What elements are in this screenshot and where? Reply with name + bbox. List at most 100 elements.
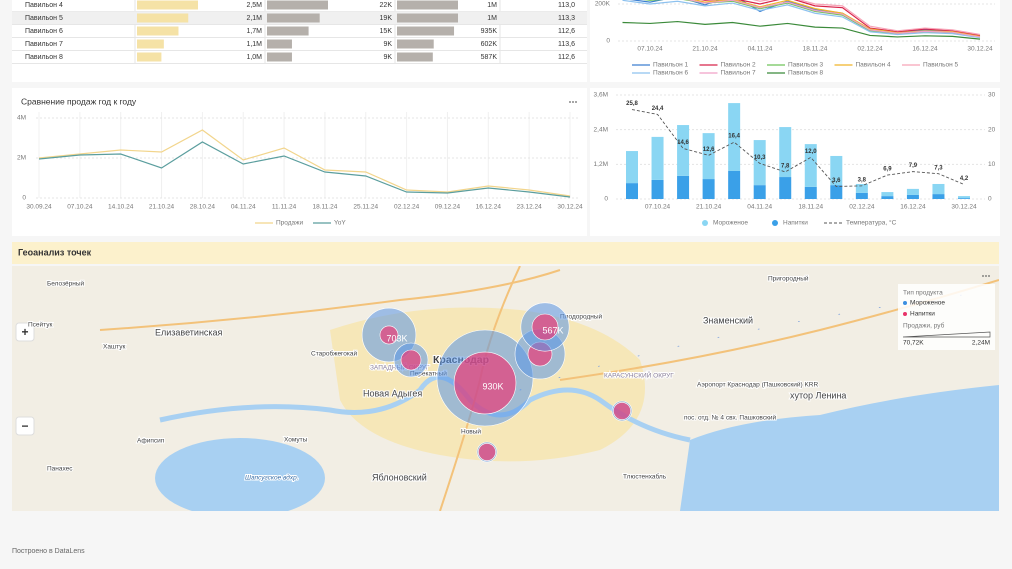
x-tick-label: 16.12.24 <box>476 204 502 211</box>
menu-icon[interactable] <box>569 101 577 103</box>
bar <box>651 179 664 199</box>
zoom-in[interactable] <box>15 322 35 342</box>
cell-name: Павильон 6 <box>25 28 63 35</box>
cell-bar <box>267 26 309 36</box>
legend-swatch <box>903 301 907 305</box>
legend-label: Павильон 8 <box>788 70 824 77</box>
series-line <box>622 0 981 39</box>
y-tick-label: 20 <box>988 126 996 133</box>
x-tick-label: 25.11.24 <box>353 204 378 211</box>
cell-bar <box>137 13 189 23</box>
y-tick-label: 0 <box>22 195 26 202</box>
x-tick-label: 16.12.24 <box>912 46 938 53</box>
zoom-out[interactable] <box>15 416 35 436</box>
x-tick-label: 18.11.24 <box>803 46 828 53</box>
bar <box>855 183 868 193</box>
x-tick-label: 14.10.24 <box>108 204 134 211</box>
series-line <box>700 0 981 37</box>
y-tick-label: 2,4M <box>594 126 608 133</box>
data-label: 14,6 <box>677 140 689 146</box>
menu-icon[interactable] <box>982 275 990 277</box>
place-label: Аэропорт Краснодар (Пашковский) KRR <box>697 381 819 389</box>
y-tick-label: 200K <box>595 1 611 8</box>
place-label: хутор Ленина <box>790 390 846 400</box>
cell-name: Павильон 8 <box>25 54 63 61</box>
data-label: 12,0 <box>805 149 817 155</box>
bubble <box>400 349 422 371</box>
bar <box>626 183 638 199</box>
legend-label: Павильон 5 <box>923 62 959 69</box>
data-label: 10,3 <box>754 155 766 161</box>
x-tick-label: 21.10.24 <box>692 46 718 53</box>
place-label: Шапсугское вдхр. <box>245 474 299 482</box>
place-label: Панахес <box>47 466 73 473</box>
bar <box>677 125 690 176</box>
place-label: Хомуты <box>284 437 308 444</box>
bar <box>881 192 894 197</box>
cell-bar <box>137 0 198 10</box>
cell-bar <box>267 52 292 62</box>
bar <box>906 188 919 195</box>
legend-swatch <box>772 220 778 226</box>
legend-label: Павильон 2 <box>721 62 757 69</box>
plot <box>622 0 981 40</box>
legend-label: Павильон 4 <box>856 62 892 69</box>
bar <box>728 170 741 199</box>
bar <box>881 196 894 199</box>
y-tick-label: 2M <box>17 155 26 162</box>
cell-value: 1M <box>487 15 497 22</box>
cell-bar <box>397 39 434 49</box>
x-tick-label: 02.12.24 <box>849 204 875 211</box>
place-label: Афипсип <box>137 438 165 445</box>
bar <box>728 103 741 171</box>
x-tick-label: 21.10.24 <box>696 204 722 211</box>
legend-label: Температура, °С <box>846 219 897 227</box>
legend-label: Мороженое <box>910 300 945 307</box>
cell-name: Павильон 7 <box>25 41 63 48</box>
bar <box>932 194 945 199</box>
cell-value: 1,0М <box>246 54 262 61</box>
map-legend <box>898 284 995 350</box>
cell-name: Павильон 4 <box>25 2 63 9</box>
legend-label: Напитки <box>910 311 935 318</box>
cell-bar <box>397 52 433 62</box>
place-label: Белозёрный <box>47 280 85 288</box>
bar <box>753 185 766 199</box>
x-tick-label: 18.11.24 <box>313 204 338 211</box>
x-tick-label: 30.12.24 <box>951 204 977 211</box>
legend-label: Продажи <box>276 220 304 227</box>
size-scale <box>902 331 991 338</box>
bar <box>702 133 715 180</box>
x-tick-label: 11.11.24 <box>272 204 297 211</box>
lake <box>155 438 325 511</box>
cell-value: 602K <box>481 41 498 48</box>
x-tick-label: 04.11.24 <box>231 204 256 211</box>
legend-max: 2,24M <box>972 340 990 347</box>
y-tick-label: 10 <box>988 161 996 168</box>
x-tick-label: 07.10.24 <box>637 46 663 53</box>
legend-label: Павильон 1 <box>653 62 689 69</box>
bar <box>626 151 638 184</box>
bubble <box>478 443 496 461</box>
series-line <box>38 141 571 198</box>
x-tick-label: 30.12.24 <box>557 204 583 211</box>
x-tick-label: 16.12.24 <box>900 204 926 211</box>
map[interactable]: Белозёрный Псейтук Елизаветинская Хаштук Ста… <box>12 266 999 518</box>
cell-value: 22K <box>380 2 393 9</box>
cell-value: 1,1М <box>246 41 262 48</box>
bar <box>753 140 766 186</box>
series-line <box>629 0 981 37</box>
bar <box>651 136 664 180</box>
series-line <box>752 0 981 36</box>
bar <box>958 196 970 199</box>
control-label: + <box>21 325 28 339</box>
legend-label: Павильон 6 <box>653 70 689 77</box>
cell-bar <box>397 13 458 23</box>
y-tick-label: 1,2M <box>594 161 608 168</box>
footer: Построено в DataLens <box>12 548 85 555</box>
bubble-label: 703K <box>386 333 407 343</box>
y-tick-label: 0 <box>988 196 992 203</box>
cell-value: 2,1М <box>246 15 262 22</box>
